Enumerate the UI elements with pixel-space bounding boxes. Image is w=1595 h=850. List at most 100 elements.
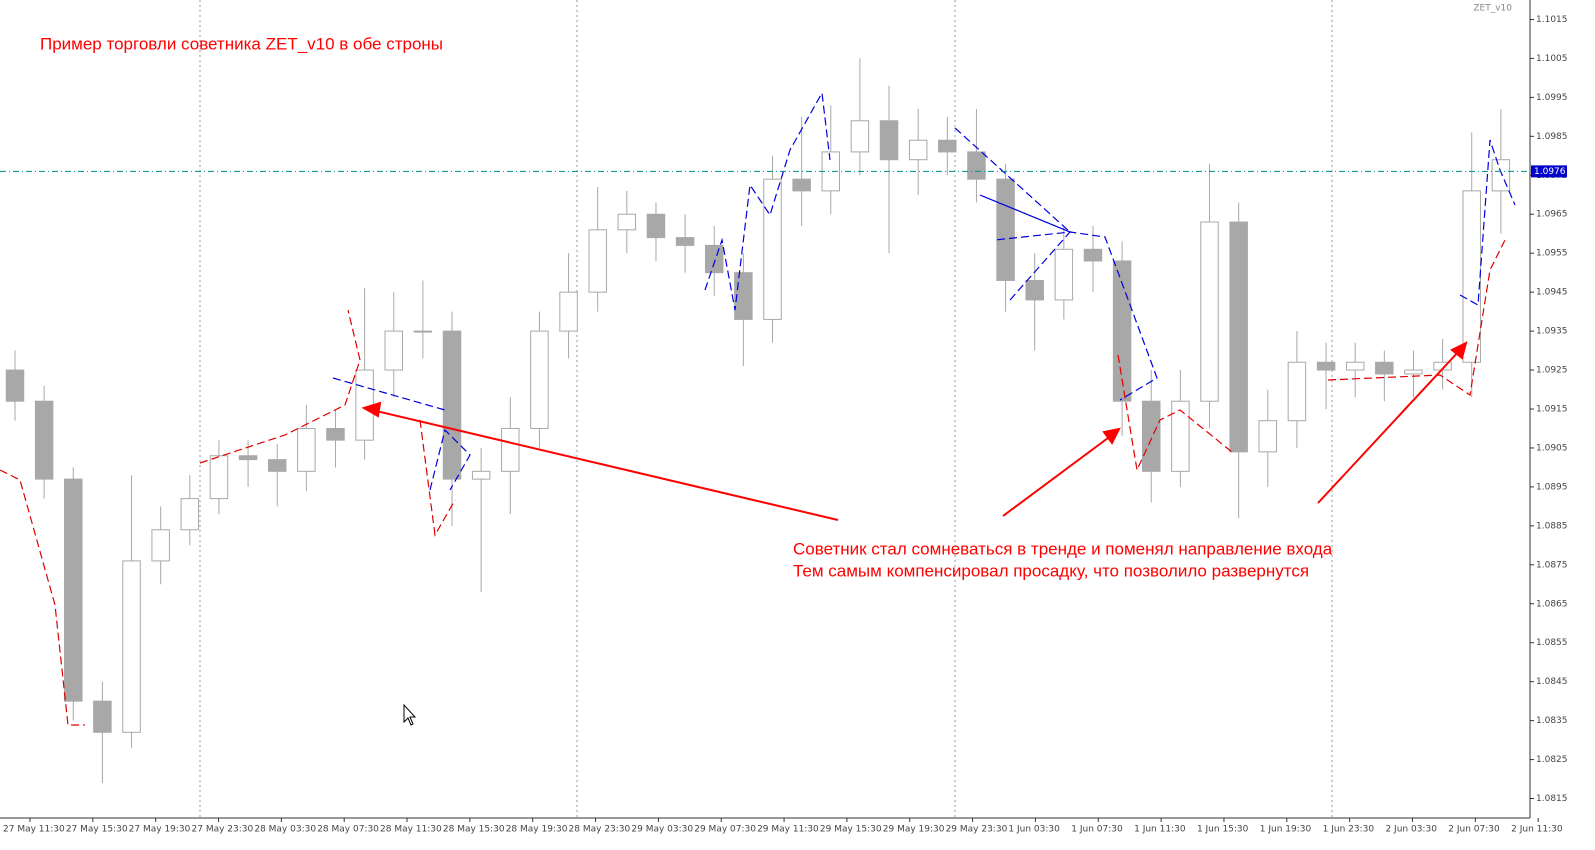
candle-body	[238, 455, 258, 461]
x-tick-label: 27 May 15:30	[66, 825, 128, 835]
candle-body	[530, 330, 549, 429]
trade-line	[1117, 354, 1233, 473]
candles	[5, 58, 1511, 783]
chart-title: Пример торговли советника ZET_v10 в обе …	[40, 34, 443, 53]
trade-line	[419, 419, 456, 537]
candle-body	[675, 237, 695, 246]
x-tick-label: 27 May 23:30	[192, 825, 254, 835]
candle-body	[297, 427, 316, 472]
annotation: Тем самым компенсировал просадку, что по…	[793, 561, 1309, 580]
arrowhead	[1450, 341, 1468, 360]
y-tick-label: 1.0915	[1536, 405, 1568, 415]
x-tick-label: 2 Jun 07:30	[1448, 825, 1500, 835]
candle-body	[151, 529, 170, 562]
candle-body	[5, 369, 25, 402]
y-tick-label: 1.0825	[1536, 755, 1568, 765]
x-tick-label: 28 May 15:30	[443, 825, 505, 835]
x-tick-label: 29 May 19:30	[883, 825, 945, 835]
candle-body	[1171, 400, 1190, 472]
x-tick-label: 1 Jun 15:30	[1197, 825, 1249, 835]
mouse-cursor	[403, 703, 417, 726]
x-tick-label: 29 May 07:30	[694, 825, 756, 835]
candle-body	[908, 139, 928, 161]
trade-line	[0, 469, 85, 726]
candle-body	[1287, 361, 1307, 422]
arrowhead	[1102, 427, 1121, 445]
candle-body	[1025, 279, 1044, 301]
candle-body	[1200, 221, 1219, 402]
x-tick-label: 28 May 11:30	[380, 825, 442, 835]
y-tick-label: 1.0905	[1536, 443, 1568, 453]
candle-body	[122, 560, 141, 733]
candle-body	[1345, 361, 1365, 371]
x-tick-label: 1 Jun 23:30	[1323, 825, 1375, 835]
candle-body	[93, 700, 112, 733]
candle-body	[617, 213, 637, 231]
candle-body	[471, 470, 491, 480]
x-tick-label: 1 Jun 19:30	[1260, 825, 1312, 835]
candle-body	[1054, 248, 1074, 301]
x-tick-label: 2 Jun 11:30	[1511, 825, 1563, 835]
candle-body	[1142, 400, 1161, 472]
candle-body	[559, 291, 578, 332]
x-tick-label: 27 May 11:30	[3, 825, 65, 835]
candle-body	[413, 330, 433, 333]
indicator-label: ZET_v10	[1473, 4, 1512, 14]
candle-body	[996, 178, 1015, 281]
x-tick-label: 29 May 11:30	[757, 825, 819, 835]
candle-body	[64, 478, 83, 702]
arrows	[361, 341, 1468, 521]
x-tick-label: 2 Jun 03:30	[1385, 825, 1437, 835]
current-price-tag	[1531, 165, 1567, 178]
candle-body	[442, 330, 462, 480]
x-tick-label: 27 May 19:30	[129, 825, 191, 835]
y-tick-label: 1.1015	[1536, 15, 1568, 25]
y-tick-label: 1.0875	[1536, 560, 1568, 570]
candle-body	[180, 498, 200, 531]
y-tick-label: 1.0885	[1536, 521, 1568, 531]
x-tick-label: 28 May 03:30	[254, 825, 316, 835]
y-tick-label: 1.0865	[1536, 599, 1568, 609]
y-tick-label: 1.0925	[1536, 366, 1568, 376]
day-separators	[199, 0, 1333, 818]
candle-body	[1229, 221, 1248, 453]
trade-lines	[0, 91, 1516, 726]
candle-body	[646, 213, 666, 239]
current-price-label: 1.0976	[1534, 167, 1566, 177]
candle-body	[384, 330, 403, 371]
y-tick-label: 1.1005	[1536, 54, 1568, 64]
candle-body	[1316, 361, 1336, 371]
y-tick-label: 1.0855	[1536, 638, 1568, 648]
candle-body	[850, 120, 870, 153]
x-tick-label: 1 Jun 11:30	[1134, 825, 1186, 835]
candle-body	[501, 427, 520, 472]
y-tick-label: 1.0845	[1536, 677, 1568, 687]
candle-body	[588, 229, 607, 293]
y-tick-label: 1.0815	[1536, 794, 1568, 804]
candle-body	[209, 455, 229, 500]
y-tick-label: 1.0985	[1536, 132, 1568, 142]
candle-body	[1258, 420, 1278, 453]
trade-line	[429, 428, 471, 491]
y-tick-label: 1.0955	[1536, 249, 1568, 259]
x-tick-label: 29 May 15:30	[820, 825, 882, 835]
x-tick-label: 29 May 03:30	[631, 825, 693, 835]
trade-line	[199, 309, 361, 464]
x-tick-label: 28 May 07:30	[317, 825, 379, 835]
candle-body	[967, 151, 986, 180]
arrow	[371, 409, 839, 521]
arrowhead	[361, 401, 382, 418]
candle-body	[763, 178, 782, 320]
candle-body	[326, 427, 345, 441]
trade-line	[332, 377, 446, 411]
candle-body	[1375, 361, 1394, 375]
y-tick-label: 1.0895	[1536, 482, 1568, 492]
x-tick-label: 1 Jun 07:30	[1071, 825, 1123, 835]
annotation: Советник стал сомневаться в тренде и пом…	[793, 539, 1333, 558]
trade-line	[704, 91, 831, 311]
x-tick-label: 29 May 23:30	[946, 825, 1008, 835]
candle-body	[1462, 190, 1481, 363]
trade-line	[1327, 239, 1506, 397]
candle-body	[734, 272, 753, 320]
